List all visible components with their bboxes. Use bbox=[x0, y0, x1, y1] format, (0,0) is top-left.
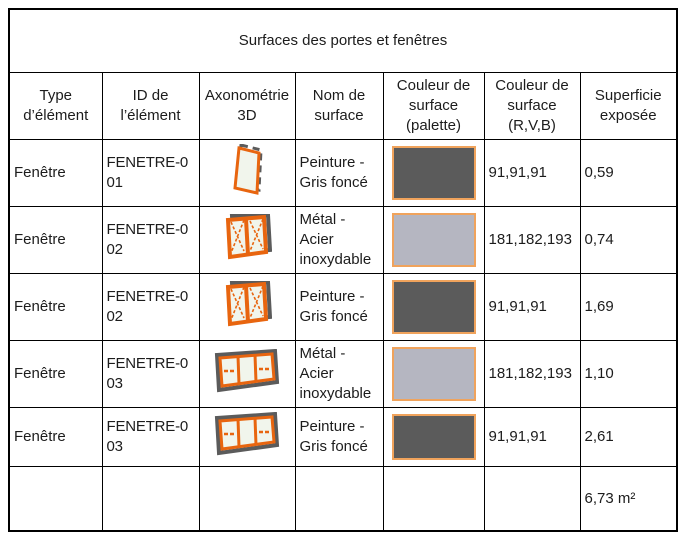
axonometry-cell bbox=[198, 407, 296, 467]
empty-cell bbox=[198, 466, 296, 532]
palette-cell bbox=[382, 206, 485, 274]
column-header-area: Superficie exposée bbox=[579, 72, 678, 140]
header-row: Type d’élément ID de l’élément Axonométr… bbox=[8, 72, 678, 140]
table-row: Fenêtre FENETRE-003 Métal - Acier inoxyd… bbox=[8, 340, 678, 408]
color-swatch bbox=[391, 146, 476, 200]
empty-cell bbox=[382, 466, 485, 532]
window-2-pane-axon-icon bbox=[222, 279, 273, 333]
window-3-pane-axon-icon bbox=[213, 411, 281, 462]
empty-cell bbox=[294, 466, 384, 532]
area-cell: 1,69 bbox=[579, 273, 678, 341]
element-id-cell: FENETRE-003 bbox=[101, 407, 200, 467]
total-area-cell: 6,73 m² bbox=[579, 466, 678, 532]
surface-name-cell: Peinture - Gris foncé bbox=[294, 139, 384, 207]
rvb-cell: 91,91,91 bbox=[483, 139, 581, 207]
window-3-pane-axon-icon bbox=[213, 348, 281, 399]
rvb-cell: 181,182,193 bbox=[483, 340, 581, 408]
area-cell: 0,74 bbox=[579, 206, 678, 274]
element-id-cell: FENETRE-002 bbox=[101, 206, 200, 274]
element-type-cell: Fenêtre bbox=[8, 340, 103, 408]
axonometry-cell bbox=[198, 139, 296, 207]
total-row: 6,73 m² bbox=[8, 466, 678, 532]
column-header-type: Type d’élément bbox=[8, 72, 103, 140]
empty-cell bbox=[483, 466, 581, 532]
table-row: Fenêtre FENETRE-001 Peinture - Gris fonc… bbox=[8, 139, 678, 207]
color-swatch bbox=[391, 280, 476, 334]
table-title: Surfaces des portes et fenêtres bbox=[8, 8, 678, 73]
element-type-cell: Fenêtre bbox=[8, 139, 103, 207]
empty-cell bbox=[8, 466, 103, 532]
table-row: Fenêtre FENETRE-003 Peinture - Gris fonc… bbox=[8, 407, 678, 467]
color-swatch bbox=[391, 347, 476, 401]
area-cell: 0,59 bbox=[579, 139, 678, 207]
axonometry-cell bbox=[198, 340, 296, 408]
palette-cell bbox=[382, 273, 485, 341]
element-type-cell: Fenêtre bbox=[8, 206, 103, 274]
rvb-cell: 181,182,193 bbox=[483, 206, 581, 274]
element-id-cell: FENETRE-002 bbox=[101, 273, 200, 341]
axonometry-cell bbox=[198, 206, 296, 274]
surface-name-cell: Peinture - Gris foncé bbox=[294, 273, 384, 341]
palette-cell bbox=[382, 139, 485, 207]
color-swatch bbox=[391, 213, 476, 267]
table-row: Fenêtre FENETRE-002 Peinture - Gris fonc… bbox=[8, 273, 678, 341]
column-header-id: ID de l’élément bbox=[101, 72, 200, 140]
area-cell: 2,61 bbox=[579, 407, 678, 467]
column-header-rvb: Couleur de surface (R,V,B) bbox=[483, 72, 581, 140]
area-cell: 1,10 bbox=[579, 340, 678, 408]
empty-cell bbox=[101, 466, 200, 532]
column-header-axonometry: Axonométrie 3D bbox=[198, 72, 296, 140]
rvb-cell: 91,91,91 bbox=[483, 407, 581, 467]
column-header-surface-name: Nom de surface bbox=[294, 72, 384, 140]
surface-name-cell: Peinture - Gris foncé bbox=[294, 407, 384, 467]
title-row: Surfaces des portes et fenêtres bbox=[8, 8, 678, 73]
element-type-cell: Fenêtre bbox=[8, 273, 103, 341]
surface-name-cell: Métal - Acier inoxydable bbox=[294, 206, 384, 274]
surfaces-schedule-table: Surfaces des portes et fenêtres Type d’é… bbox=[8, 8, 679, 532]
element-type-cell: Fenêtre bbox=[8, 407, 103, 467]
element-id-cell: FENETRE-003 bbox=[101, 340, 200, 408]
surface-name-cell: Métal - Acier inoxydable bbox=[294, 340, 384, 408]
window-1-pane-axon-icon bbox=[231, 143, 263, 202]
color-swatch bbox=[391, 414, 476, 460]
window-2-pane-axon-icon bbox=[222, 212, 273, 266]
element-id-cell: FENETRE-001 bbox=[101, 139, 200, 207]
table-row: Fenêtre FENETRE-002 Métal - Acier inoxyd… bbox=[8, 206, 678, 274]
palette-cell bbox=[382, 340, 485, 408]
rvb-cell: 91,91,91 bbox=[483, 273, 581, 341]
column-header-palette: Couleur de surface (palette) bbox=[382, 72, 485, 140]
palette-cell bbox=[382, 407, 485, 467]
axonometry-cell bbox=[198, 273, 296, 341]
